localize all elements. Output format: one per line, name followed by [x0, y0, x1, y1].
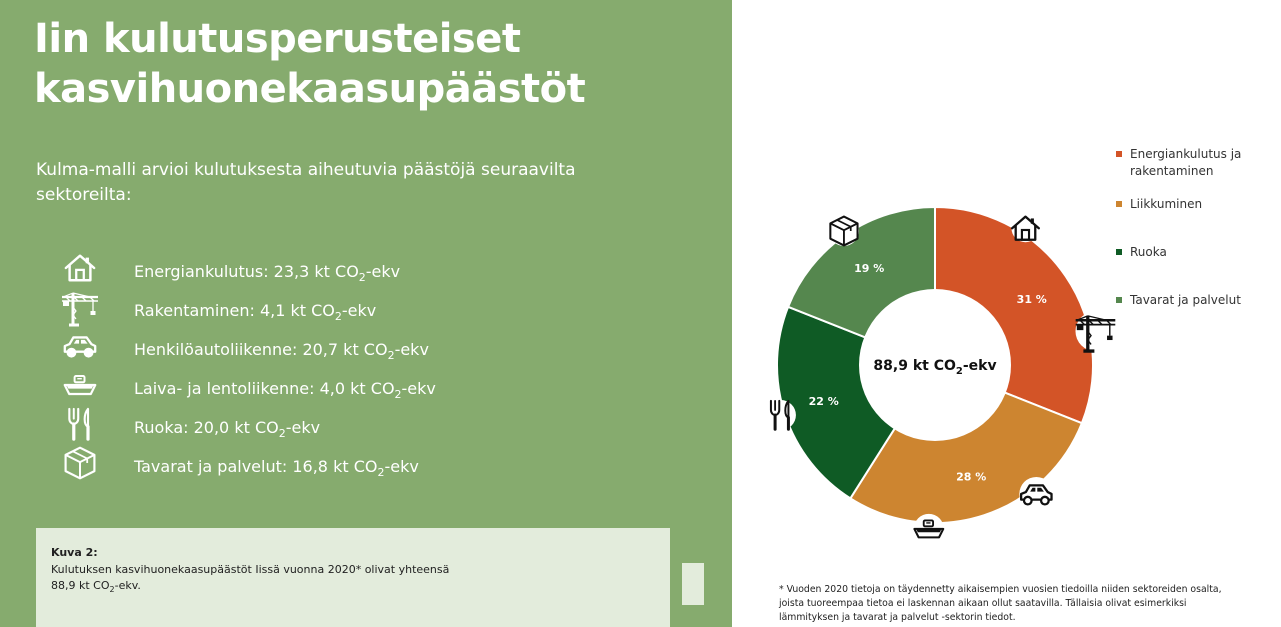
sector-label: Henkilöautoliikenne: 20,7 kt CO2-ekv [134, 340, 429, 363]
sector-label: Tavarat ja palvelut: 16,8 kt CO2-ekv [134, 457, 419, 480]
page-title: Iin kulutusperusteiset kasvihuonekaasupä… [34, 14, 586, 114]
page-title-line-1: Iin kulutusperusteiset [34, 16, 521, 62]
legend-item-goods-services: Tavarat ja palvelut [1116, 292, 1266, 309]
page-title-line-2: kasvihuonekaasupäästöt [34, 66, 586, 112]
chevron-right-icon [682, 563, 704, 605]
caption-heading: Kuva 2: [51, 546, 98, 559]
footnote: * Vuoden 2020 tietoja on täydennetty aik… [779, 584, 1222, 623]
donut-hole [859, 289, 1011, 441]
legend-item-food: Ruoka [1116, 244, 1266, 261]
slice-labels: 31 % 28 % 22 % 19 % [809, 262, 1047, 483]
caption-text: Kulutuksen kasvihuonekaasupäästöt Iissä … [51, 563, 450, 595]
slice-label-liikkuminen: 28 % [956, 470, 986, 483]
fork-knife-icon [58, 406, 102, 442]
sector-label: Rakentaminen: 4,1 kt CO2-ekv [134, 301, 377, 324]
house-icon [58, 250, 102, 286]
figure-caption: Kuva 2: Kulutuksen kasvihuonekaasupäästö… [36, 528, 670, 627]
legend-item-energy-construction: Energiankulutus ja rakentaminen [1116, 146, 1266, 180]
sector-label: Ruoka: 20,0 kt CO2-ekv [134, 418, 321, 441]
legend-swatch [1116, 201, 1122, 207]
donut-center-label: 88,9 kt CO2-ekv [873, 358, 996, 377]
intro-text: Kulma-malli arvioi kulutuksesta aiheutuv… [36, 160, 576, 205]
sector-label: Laiva- ja lentoliikenne: 4,0 kt CO2-ekv [134, 379, 436, 402]
ship-icon [58, 367, 102, 403]
box-icon [58, 445, 102, 481]
car-icon [58, 328, 102, 364]
legend-swatch [1116, 151, 1122, 157]
legend-item-mobility: Liikkuminen [1116, 196, 1266, 213]
slice-label-ruoka: 22 % [809, 395, 839, 408]
legend-swatch [1116, 249, 1122, 255]
next-slide-arrow[interactable] [682, 563, 704, 605]
info-panel: Iin kulutusperusteiset kasvihuonekaasupä… [0, 0, 732, 627]
car-icon-backdrop [1019, 476, 1054, 511]
slice-icons [765, 214, 1117, 544]
legend-swatch [1116, 297, 1122, 303]
donut-chart: 88,9 kt CO2-ekv 31 % 28 % 22 % 19 % [765, 205, 1117, 544]
sector-label: Energiankulutus: 23,3 kt CO2-ekv [134, 262, 401, 285]
slice-label-energiankulutus-ja-rakentaminen: 31 % [1017, 293, 1047, 306]
crane-icon [58, 289, 102, 325]
slice-label-tavarat-ja-palvelut: 19 % [854, 262, 884, 275]
